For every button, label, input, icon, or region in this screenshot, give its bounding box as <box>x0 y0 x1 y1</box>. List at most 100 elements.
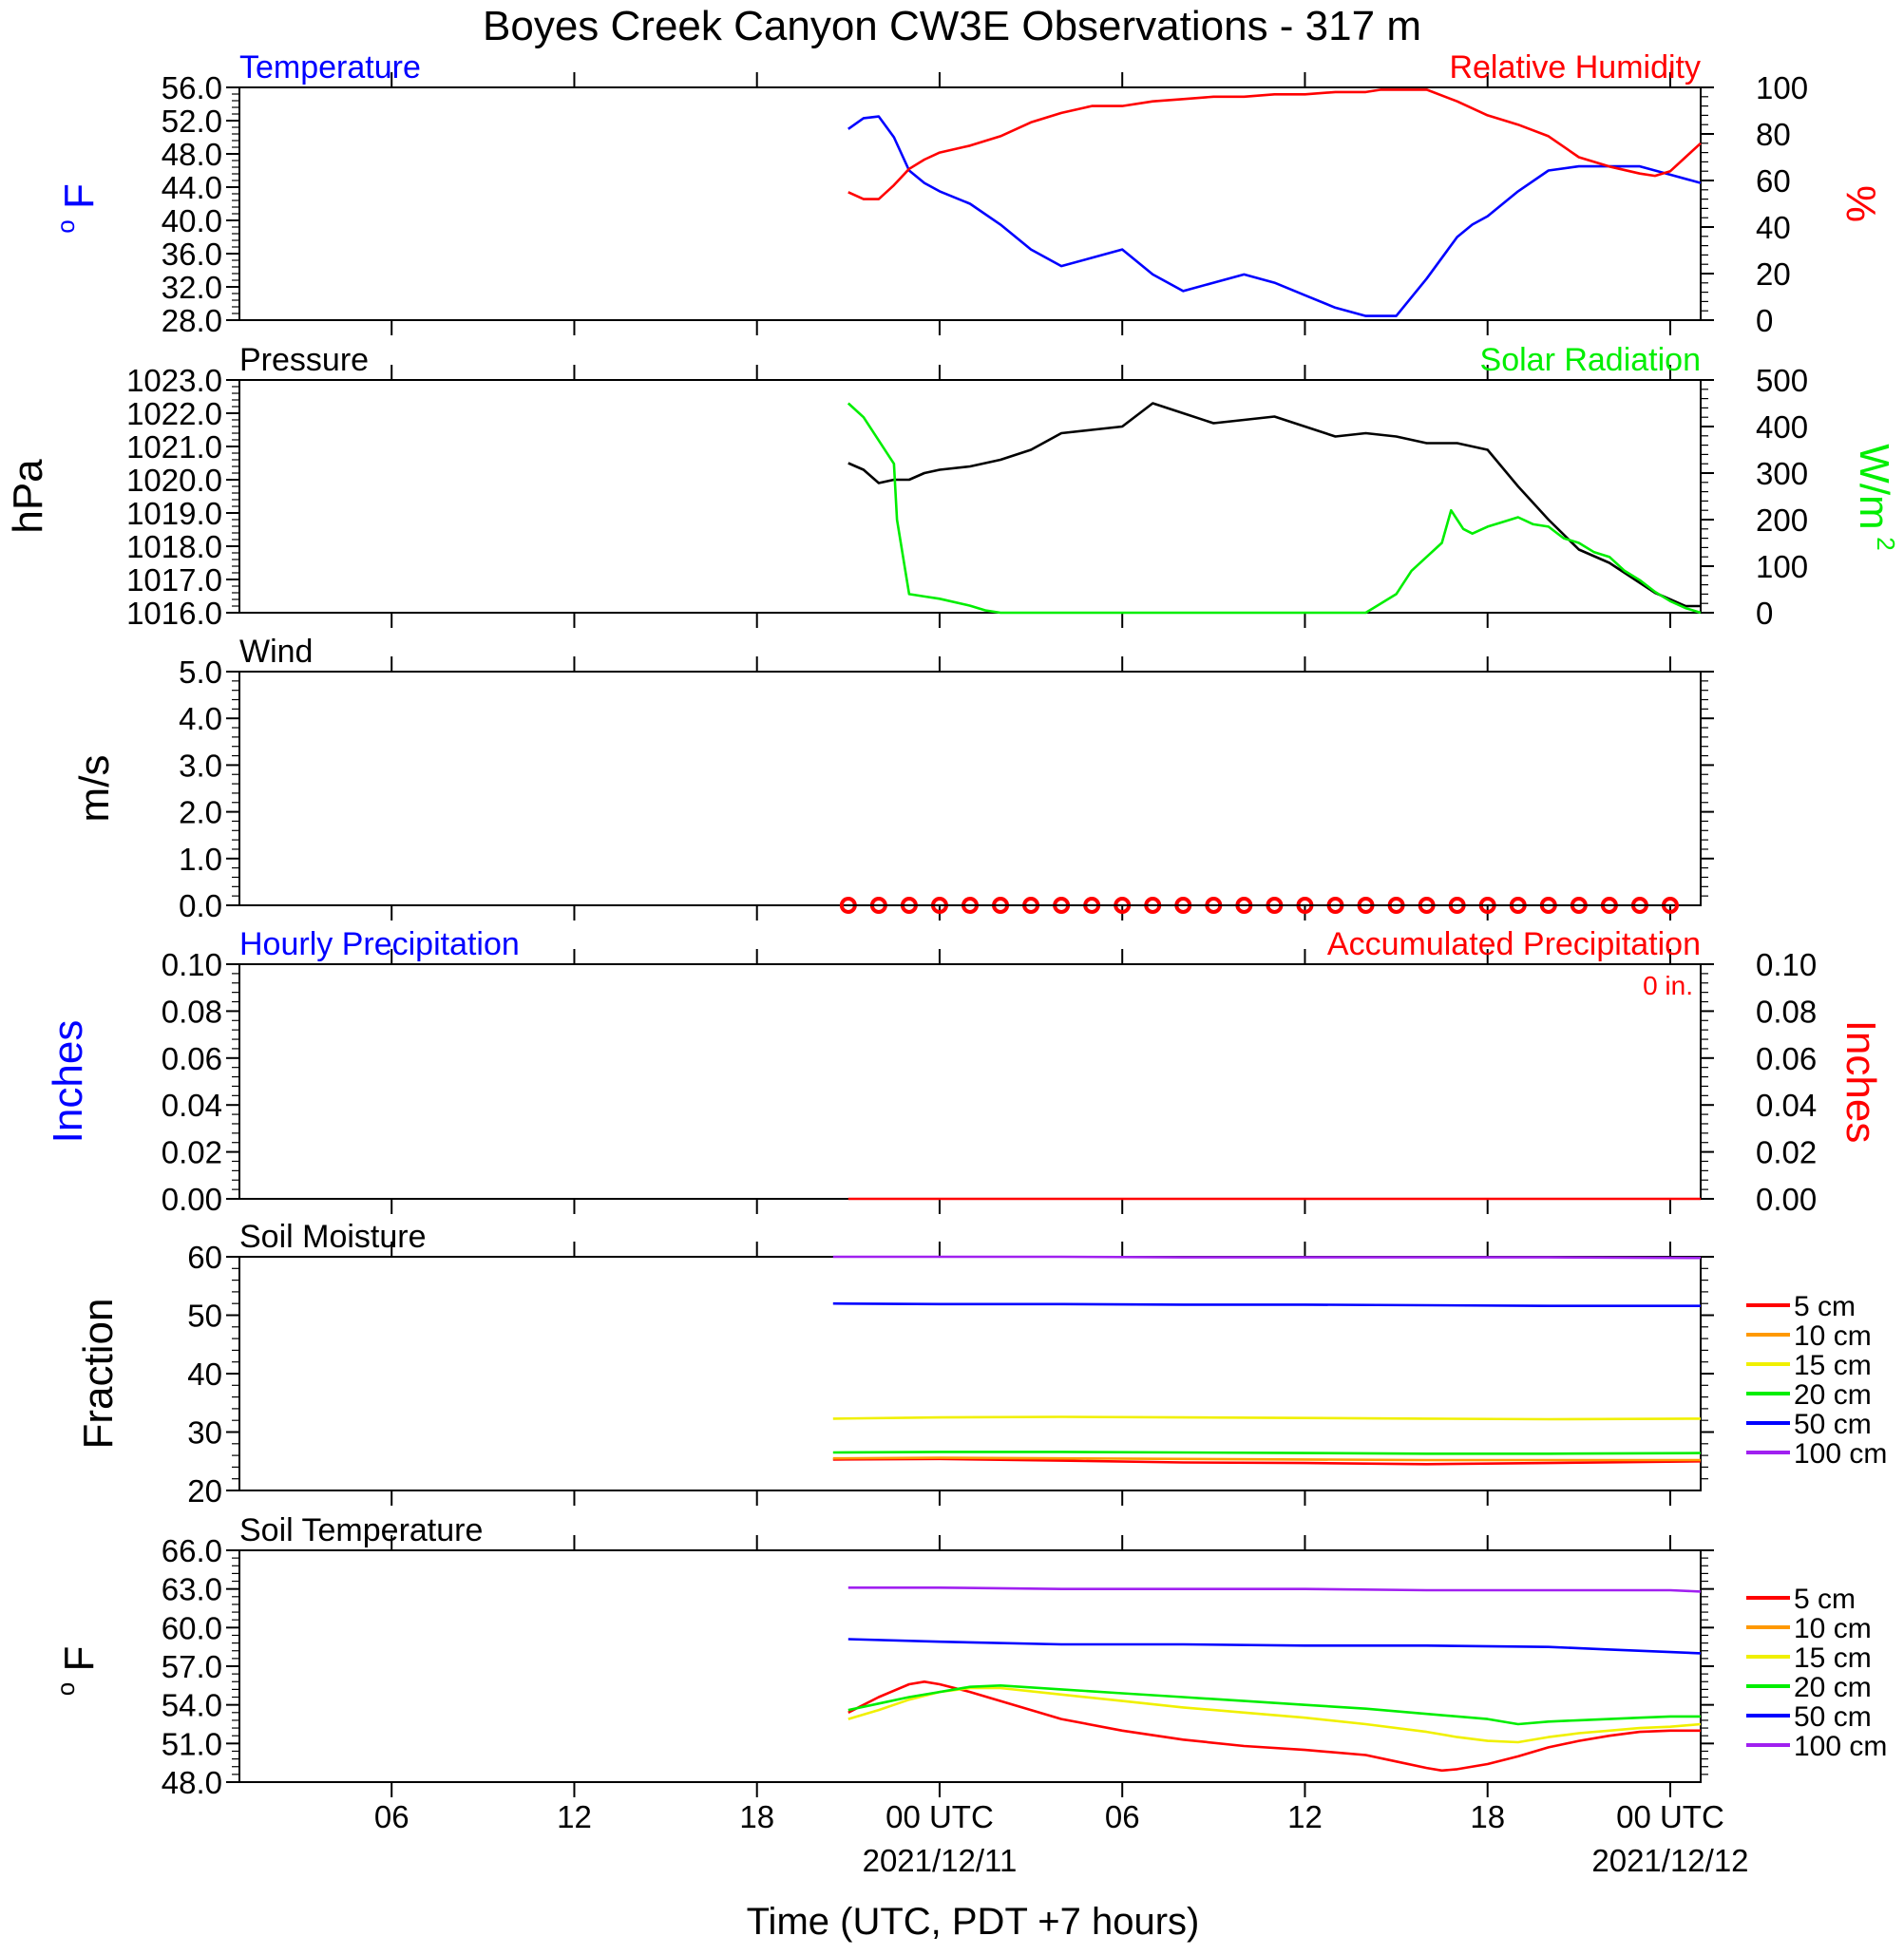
panel-title-left: Hourly Precipitation <box>239 926 520 962</box>
y-tick-label: 52.0 <box>162 104 222 139</box>
y-tick-label: 60.0 <box>162 1610 222 1645</box>
y-tick-label-right: 0.06 <box>1756 1041 1817 1076</box>
unit-f: F <box>56 183 103 209</box>
y-tick-label: 56.0 <box>162 70 222 105</box>
y-axis-label-right: % <box>1837 185 1884 222</box>
degree-symbol: o <box>51 219 80 233</box>
y-axis-label-left: hPa <box>5 459 51 534</box>
unit-f: F <box>56 1646 103 1672</box>
y-tick-label: 1022.0 <box>126 396 222 431</box>
y-tick-label: 20 <box>187 1473 222 1509</box>
series-soil_moisture-3 <box>832 1451 1702 1455</box>
y-tick-label: 48.0 <box>162 1765 222 1800</box>
panel-precip: 0.10 0.08 0.06 0.04 0.02 0.00 0.10 0.08 0.06 0.04… <box>45 926 1884 1217</box>
y-tick-label-right: 0.08 <box>1756 994 1817 1029</box>
x-tick-label: 18 <box>739 1799 774 1834</box>
panel-title-left: Temperature <box>239 49 421 85</box>
y-tick-label: 66.0 <box>162 1533 222 1568</box>
y-tick-label: 32.0 <box>162 270 222 305</box>
y-tick-label: 3.0 <box>179 748 222 783</box>
y-tick-label-right: 100 <box>1756 70 1808 105</box>
panel-wind: 5.0 4.0 3.0 2.0 1.0 0.0 Wind m/s <box>71 634 1714 923</box>
series-pressure_solar-1 <box>847 402 1702 615</box>
legend-label: 15 cm <box>1794 1350 1872 1381</box>
legend-label: 50 cm <box>1794 1701 1872 1733</box>
y-tick-label: 0.00 <box>162 1182 222 1217</box>
x-tick-label: 06 <box>1105 1799 1140 1834</box>
y-tick-label: 40 <box>187 1357 222 1392</box>
y-tick-label-right: 0.04 <box>1756 1088 1817 1123</box>
y-tick-label-right: 0.10 <box>1756 947 1817 982</box>
y-tick-label-right: 500 <box>1756 363 1808 398</box>
panel-title-left: Soil Moisture <box>239 1219 427 1255</box>
series-soil_temp-3 <box>847 1638 1702 1655</box>
panel-title-right: Accumulated Precipitation <box>1327 926 1701 962</box>
panel-soil_temp: 66.0 63.060.0 57.0 54.051.0 48.0 Soil Tempera… <box>51 1512 1714 1800</box>
y-tick-label: 0.06 <box>162 1041 222 1076</box>
panel-frame <box>238 86 1702 321</box>
panel-title-right: Relative Humidity <box>1449 49 1701 85</box>
y-tick-label: 48.0 <box>162 137 222 172</box>
series-soil_moisture-4 <box>832 1301 1701 1307</box>
y-tick-label: 0.08 <box>162 994 222 1029</box>
x-tick-label: 18 <box>1470 1799 1505 1834</box>
series-pressure_solar-0 <box>847 402 1701 608</box>
series-temp_rh-0 <box>847 115 1702 317</box>
legend-label: 100 cm <box>1794 1731 1887 1762</box>
y-axis-label-left: m/s <box>71 755 118 823</box>
panel-frame <box>238 671 1702 906</box>
y-tick-label-right: 0 <box>1756 596 1773 631</box>
series-soil_moisture-0 <box>832 1457 1702 1466</box>
x-tick-label: 12 <box>1287 1799 1323 1834</box>
y-tick-label-right: 60 <box>1756 163 1791 199</box>
y-tick-label: 0.02 <box>162 1135 222 1170</box>
y-tick-label: 57.0 <box>162 1649 222 1684</box>
unit-wm: W/m <box>1851 444 1897 529</box>
panel-title-left: Pressure <box>239 342 369 378</box>
y-tick-label-right: 100 <box>1756 549 1808 584</box>
y-tick-label: 0.0 <box>179 888 222 923</box>
y-tick-label: 4.0 <box>179 701 222 736</box>
series-soil_temp-1 <box>847 1686 1702 1744</box>
legend-label: 10 cm <box>1794 1613 1872 1644</box>
y-tick-label: 50 <box>187 1299 222 1334</box>
y-tick-label: 44.0 <box>162 170 222 205</box>
legend-label: 20 cm <box>1794 1672 1872 1703</box>
unit-superscript: 2 <box>1872 537 1900 550</box>
y-tick-label: 1023.0 <box>126 363 222 398</box>
series-temp_rh-1 <box>847 88 1702 200</box>
y-tick-label-right: 200 <box>1756 503 1808 538</box>
y-tick-label: 1016.0 <box>126 596 222 631</box>
y-axis-label-right: W/m 2 <box>1851 444 1900 550</box>
x-axis-label: Time (UTC, PDT +7 hours) <box>747 1901 1200 1943</box>
y-tick-label-right: 80 <box>1756 117 1791 152</box>
x-tick-label: 12 <box>557 1799 592 1834</box>
y-tick-label-right: 20 <box>1756 256 1791 292</box>
x-tick-label: 00 UTC <box>885 1799 994 1834</box>
y-tick-label: 0.04 <box>162 1088 222 1123</box>
y-tick-label: 60 <box>187 1240 222 1275</box>
legend-label: 10 cm <box>1794 1320 1872 1352</box>
y-tick-label-right: 0.00 <box>1756 1182 1817 1217</box>
series-soil_moisture-1 <box>832 1456 1701 1462</box>
panel-frame <box>238 1256 1702 1491</box>
y-axis-label-left: Fraction <box>75 1299 122 1450</box>
y-tick-label: 1021.0 <box>126 429 222 465</box>
y-tick-label: 36.0 <box>162 237 222 272</box>
panel-title-right: Solar Radiation <box>1480 342 1701 378</box>
y-axis-label-left: oF <box>51 1646 103 1697</box>
panel-soil_moisture: 60 50 40 30 20 Soil Moisture Fraction <box>75 1219 1714 1509</box>
y-tick-label: 54.0 <box>162 1688 222 1723</box>
y-tick-label-right: 0.02 <box>1756 1135 1817 1170</box>
y-tick-label: 2.0 <box>179 795 222 830</box>
y-tick-label: 1.0 <box>179 842 222 877</box>
y-tick-label: 1018.0 <box>126 529 222 564</box>
series-soil_temp-4 <box>847 1586 1702 1593</box>
legend-label: 15 cm <box>1794 1642 1872 1674</box>
y-tick-label: 30 <box>187 1415 222 1451</box>
series-soil_temp-0 <box>847 1680 1701 1773</box>
y-tick-label: 0.10 <box>162 947 222 982</box>
y-tick-label-right: 0 <box>1756 303 1773 338</box>
y-tick-label: 1019.0 <box>126 496 222 531</box>
x-tick-label: 00 UTC <box>1616 1799 1724 1834</box>
